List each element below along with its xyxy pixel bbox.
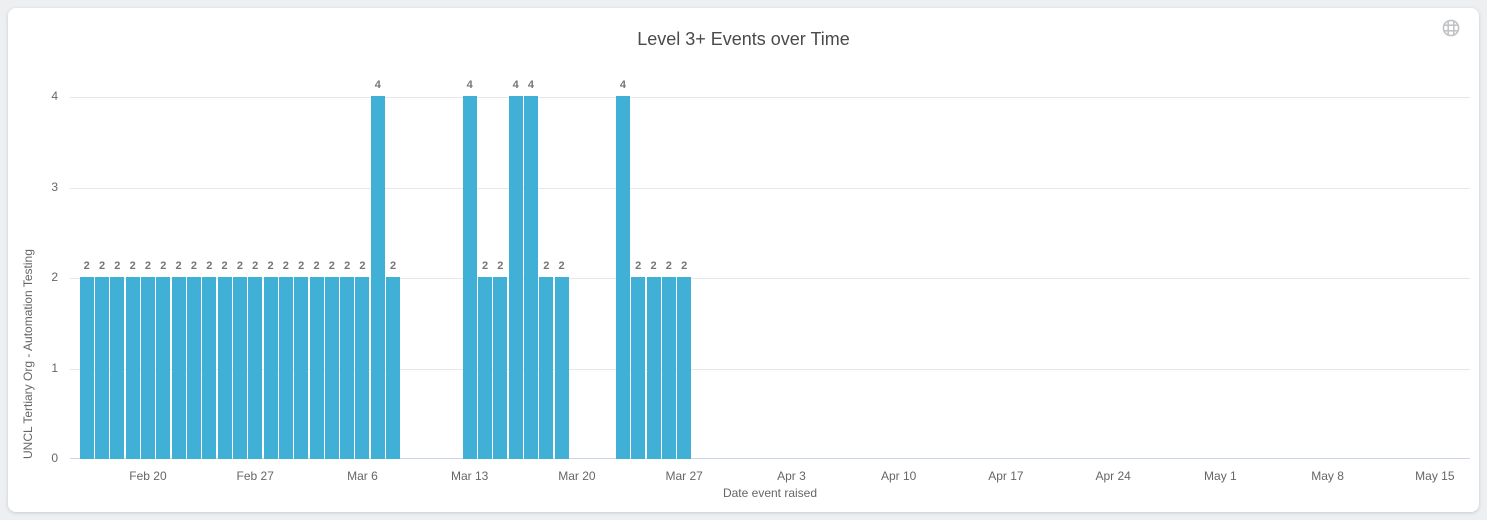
bar[interactable] — [340, 277, 355, 459]
bar[interactable] — [478, 277, 493, 459]
bar[interactable] — [554, 277, 569, 459]
x-tick-label: Mar 13 — [451, 469, 489, 483]
bar-value-label: 2 — [175, 260, 182, 272]
bar-value-label: 2 — [344, 260, 351, 272]
bar[interactable] — [631, 277, 646, 459]
x-tick-label: May 15 — [1415, 469, 1455, 483]
bar[interactable] — [110, 277, 125, 459]
bar-value-label: 2 — [206, 260, 213, 272]
bar-value-label: 2 — [390, 260, 397, 272]
bar-value-label: 2 — [298, 260, 305, 272]
y-tick-label: 2 — [51, 270, 58, 284]
y-tick-label: 0 — [51, 451, 58, 465]
x-tick-label: Mar 27 — [665, 469, 703, 483]
bar[interactable] — [171, 277, 186, 459]
bar-value-label: 2 — [681, 260, 688, 272]
bar-value-label: 4 — [527, 79, 535, 91]
y-tick-label: 1 — [51, 360, 58, 375]
bar[interactable] — [278, 277, 293, 459]
x-tick-label: Feb 27 — [236, 469, 274, 483]
bar[interactable] — [370, 96, 385, 459]
bar-value-label: 2 — [481, 260, 489, 272]
bar[interactable] — [661, 277, 676, 459]
bar-value-label: 2 — [635, 260, 642, 272]
bar-value-label: 2 — [129, 260, 136, 272]
bar[interactable] — [217, 277, 232, 459]
bar[interactable] — [79, 277, 94, 459]
x-tick-label: Apr 17 — [988, 469, 1024, 483]
bar-value-label: 2 — [221, 260, 228, 272]
bar-value-label: 2 — [190, 260, 197, 272]
bar-value-label: 4 — [512, 79, 519, 91]
bar[interactable] — [263, 277, 278, 459]
bar-value-label: 2 — [160, 260, 167, 272]
bar[interactable] — [202, 277, 217, 459]
bar-value-label: 2 — [114, 260, 121, 272]
globe-icon — [1440, 19, 1462, 42]
bar-value-label: 4 — [619, 79, 626, 91]
bar-value-label: 2 — [252, 260, 259, 272]
bar[interactable] — [539, 277, 554, 459]
bar-value-label: 2 — [328, 260, 335, 272]
x-tick-label: Mar 6 — [347, 469, 378, 483]
bar-value-label: 2 — [650, 260, 657, 272]
bar[interactable] — [493, 277, 508, 459]
chart-card: Level 3+ Events over Time UNCL Tertiary … — [8, 8, 1479, 512]
bar-value-label: 4 — [466, 79, 473, 91]
bar[interactable] — [508, 96, 523, 459]
bar[interactable] — [294, 277, 309, 459]
bar-value-label: 2 — [236, 260, 243, 272]
bar[interactable] — [324, 277, 339, 459]
bar-value-label: 2 — [313, 260, 320, 272]
bar[interactable] — [677, 277, 692, 459]
bar[interactable] — [355, 277, 370, 459]
x-tick-label: May 1 — [1204, 469, 1237, 483]
x-tick-label: Apr 24 — [1095, 469, 1131, 483]
bar[interactable] — [125, 277, 140, 459]
y-tick-label: 4 — [51, 89, 58, 103]
bar[interactable] — [232, 277, 247, 459]
y-gridline — [70, 368, 1470, 370]
globe-icon-button[interactable] — [1440, 17, 1462, 39]
x-tick-label: Feb 20 — [129, 469, 167, 483]
x-tick-label: May 8 — [1311, 469, 1344, 483]
y-gridline — [70, 187, 1470, 189]
y-tick-label: 3 — [51, 179, 58, 194]
bar[interactable] — [646, 277, 661, 459]
x-tick-label: Mar 20 — [558, 469, 596, 483]
bar-value-label: 2 — [144, 260, 152, 272]
y-gridline — [70, 278, 1470, 279]
y-gridline — [70, 97, 1470, 98]
bar[interactable] — [95, 277, 110, 459]
bar[interactable] — [140, 277, 155, 459]
bar-value-label: 2 — [267, 260, 274, 272]
bar-value-label: 2 — [98, 260, 106, 272]
chart-title: Level 3+ Events over Time — [637, 29, 850, 49]
bar-value-label: 2 — [665, 260, 672, 272]
bar-value-label: 2 — [543, 260, 550, 272]
bar-value-label: 2 — [282, 260, 289, 272]
bar[interactable] — [386, 277, 401, 459]
bar-value-label: 2 — [83, 260, 90, 272]
x-tick-label: Apr 3 — [777, 469, 806, 483]
bar[interactable] — [248, 277, 263, 459]
bar[interactable] — [462, 96, 477, 459]
bar[interactable] — [186, 277, 201, 459]
x-tick-label: Apr 10 — [880, 469, 917, 483]
bar-value-label: 4 — [374, 79, 381, 91]
bar[interactable] — [156, 277, 171, 459]
bar-value-label: 2 — [558, 260, 565, 272]
x-axis-title: Date event raised — [722, 486, 818, 500]
bar-value-label: 2 — [497, 260, 504, 272]
bar[interactable] — [615, 96, 630, 459]
bar[interactable] — [523, 96, 538, 459]
bar[interactable] — [309, 277, 324, 459]
bar-value-label: 2 — [359, 260, 366, 272]
